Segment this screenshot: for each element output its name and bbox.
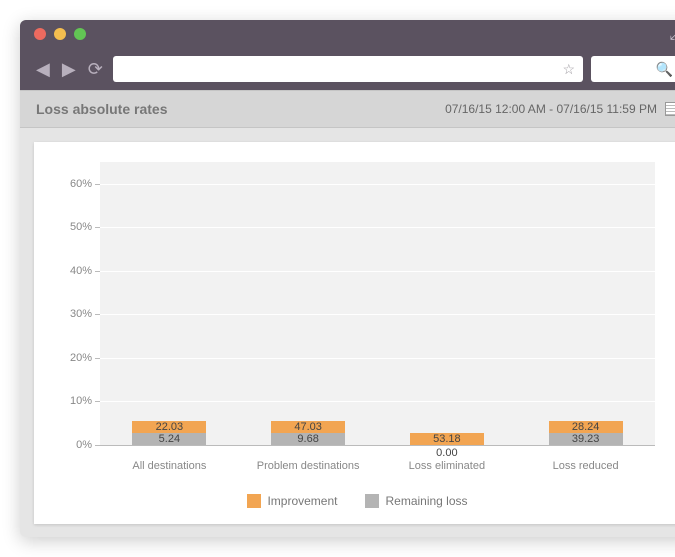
chart-legend: Improvement Remaining loss [34,494,675,508]
bars-container: 5.2422.03 9.6847.03 0.0053.18 39.2328.24 [100,162,655,445]
grid-line [100,401,655,402]
bar-slot: 0.0053.18 [378,162,517,445]
url-bar[interactable]: ☆ [113,56,583,82]
y-axis-tick [95,271,100,272]
date-range[interactable]: 07/16/15 12:00 AM - 07/16/15 11:59 PM [445,102,675,116]
legend-label-improvement: Improvement [267,494,337,508]
legend-item-improvement: Improvement [247,494,337,508]
bar-segment-improvement: 53.18 [410,433,484,445]
chart-plot: 5.2422.039.6847.030.0053.1839.2328.24 0%… [100,162,655,446]
legend-item-remaining: Remaining loss [365,494,467,508]
x-axis-label: Problem destinations [239,460,378,472]
bar-segment-improvement: 28.24 [549,421,623,433]
grid-line [100,227,655,228]
bar-segment-remaining: 5.24 [132,433,206,445]
traffic-lights-row: ⤢ [20,20,675,48]
zoom-window-dot[interactable] [74,28,86,40]
titlebar: ⤢ ◀ ▶ ⟳ ☆ 🔍 [20,20,675,90]
y-axis-tick [95,184,100,185]
bar-slot: 39.2328.24 [516,162,655,445]
page-header: Loss absolute rates 07/16/15 12:00 AM - … [20,90,675,128]
grid-line [100,314,655,315]
bar-slot: 9.6847.03 [239,162,378,445]
back-button[interactable]: ◀ [34,59,52,80]
expand-icon[interactable]: ⤢ [670,26,675,43]
legend-swatch-improvement [247,494,261,508]
y-axis-tick [95,314,100,315]
y-axis-tick [95,358,100,359]
bar: 9.6847.03 [271,421,345,445]
bar: 5.2422.03 [132,421,206,445]
x-axis-label: All destinations [100,460,239,472]
bar: 39.2328.24 [549,421,623,445]
x-axis-label: Loss eliminated [378,460,517,472]
search-bar[interactable]: 🔍 [591,56,675,82]
close-window-dot[interactable] [34,28,46,40]
bookmark-star-icon[interactable]: ☆ [562,61,575,78]
bar-segment-remaining: 39.23 [549,433,623,445]
y-axis-tick [95,401,100,402]
minimize-window-dot[interactable] [54,28,66,40]
bar-segment-improvement: 47.03 [271,421,345,433]
browser-toolbar: ◀ ▶ ⟳ ☆ 🔍 [20,48,675,90]
page-title: Loss absolute rates [36,101,168,117]
bar-segment-improvement: 22.03 [132,421,206,433]
legend-label-remaining: Remaining loss [385,494,467,508]
x-axis-label: Loss reduced [516,460,655,472]
browser-window: ⤢ ◀ ▶ ⟳ ☆ 🔍 Loss absolute rates 07/16/15… [20,20,675,537]
grid-line [100,358,655,359]
forward-button[interactable]: ▶ [60,59,78,80]
y-axis-tick [95,227,100,228]
y-axis-tick [95,445,100,446]
bar-segment-remaining: 9.68 [271,433,345,445]
grid-line [100,184,655,185]
reload-button[interactable]: ⟳ [86,59,105,80]
search-icon[interactable]: 🔍 [656,61,673,78]
chart-area: 5.2422.039.6847.030.0053.1839.2328.24 0%… [100,162,655,446]
bar-slot: 5.2422.03 [100,162,239,445]
chart-card: 5.2422.039.6847.030.0053.1839.2328.24 0%… [34,142,675,524]
date-range-text: 07/16/15 12:00 AM - 07/16/15 11:59 PM [445,102,657,116]
x-axis-labels: All destinationsProblem destinationsLoss… [100,460,655,472]
grid-line [100,271,655,272]
bar: 0.0053.18 [410,433,484,445]
calendar-icon[interactable] [665,102,675,116]
bar-value-label: 0.00 [436,445,457,459]
legend-swatch-remaining [365,494,379,508]
